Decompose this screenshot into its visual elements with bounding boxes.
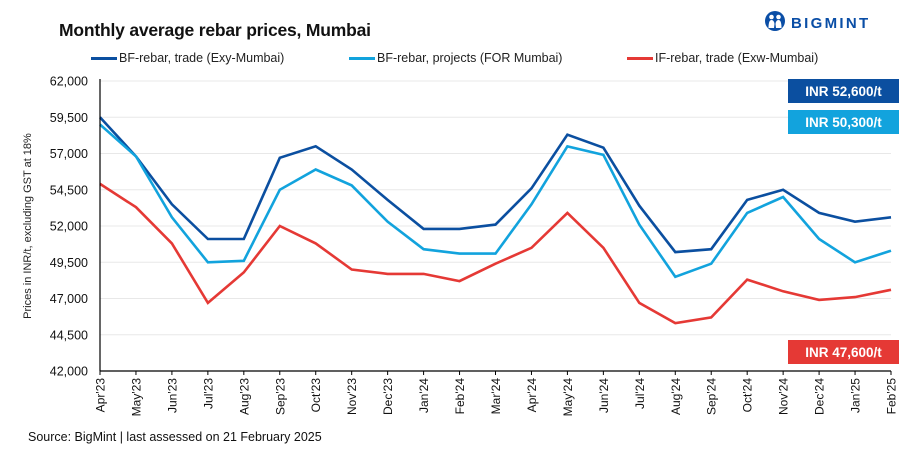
x-tick-label: Mar'24 bbox=[489, 378, 503, 415]
y-axis-label: Prices in INR/t, excluding GST at 18% bbox=[22, 133, 34, 319]
y-tick-label: 42,000 bbox=[50, 365, 88, 379]
bigmint-people-icon bbox=[764, 10, 786, 37]
legend-item-bf-trade: BF-rebar, trade (Exy-Mumbai) bbox=[91, 51, 284, 65]
x-tick-label: Jun'24 bbox=[597, 378, 611, 413]
x-tick-label: May'24 bbox=[561, 378, 575, 417]
series-line-0 bbox=[99, 116, 892, 254]
y-tick-label: 44,500 bbox=[50, 328, 88, 342]
y-tick-label: 59,500 bbox=[50, 111, 88, 125]
x-tick-label: Sep'23 bbox=[273, 378, 287, 415]
x-tick-label: May'23 bbox=[129, 378, 143, 417]
x-tick-label: Jul'24 bbox=[633, 378, 647, 409]
bigmint-logo: BIGMINT bbox=[764, 10, 870, 37]
legend-item-if-trade: IF-rebar, trade (Exw-Mumbai) bbox=[627, 51, 818, 65]
legend-label: BF-rebar, projects (FOR Mumbai) bbox=[377, 51, 563, 65]
series-line-1 bbox=[99, 123, 892, 279]
legend-swatch bbox=[91, 56, 117, 60]
x-tick-label: Apr'23 bbox=[94, 378, 108, 413]
legend-swatch bbox=[349, 56, 375, 60]
legend-item-bf-projects: BF-rebar, projects (FOR Mumbai) bbox=[349, 51, 562, 65]
source-note: Source: BigMint | last assessed on 21 Fe… bbox=[28, 430, 322, 444]
x-tick-label: Dec'23 bbox=[381, 378, 395, 415]
legend-label: BF-rebar, trade (Exy-Mumbai) bbox=[119, 51, 285, 65]
x-axis-ticks: Apr'23 May'23 Jun'23 Jul'23 Aug'23 Sep'23 Oct'… bbox=[94, 371, 899, 416]
y-tick-label: 62,000 bbox=[50, 75, 88, 89]
chart-legend: BF-rebar, trade (Exy-Mumbai) BF-rebar, p… bbox=[0, 51, 907, 69]
y-tick-label: 47,000 bbox=[50, 292, 88, 306]
latest-price-badge-if-trade: INR 47,600/t bbox=[788, 340, 899, 364]
x-tick-label: Nov'23 bbox=[345, 378, 359, 415]
gridlines bbox=[100, 80, 891, 336]
x-tick-label: Jan'24 bbox=[417, 378, 431, 413]
legend-label: IF-rebar, trade (Exw-Mumbai) bbox=[655, 51, 819, 65]
x-tick-label: Jan'25 bbox=[849, 378, 863, 413]
x-tick-label: Feb'25 bbox=[885, 378, 899, 415]
x-tick-label: Sep'24 bbox=[705, 378, 719, 415]
y-tick-label: 52,000 bbox=[50, 220, 88, 234]
x-tick-label: Aug'24 bbox=[669, 378, 683, 415]
y-tick-label: 49,500 bbox=[50, 256, 88, 270]
x-tick-label: Feb'24 bbox=[453, 378, 467, 415]
latest-price-badge-bf-trade: INR 52,600/t bbox=[788, 79, 899, 103]
x-tick-label: Nov'24 bbox=[777, 378, 791, 415]
x-tick-label: Oct'23 bbox=[309, 378, 323, 413]
y-tick-label: 57,000 bbox=[50, 147, 88, 161]
y-tick-label: 54,500 bbox=[50, 183, 88, 197]
y-axis-ticks: 42,000 44,500 47,000 49,500 52,000 54,500 57,0… bbox=[50, 75, 88, 379]
x-tick-label: Aug'23 bbox=[237, 378, 251, 415]
latest-price-badge-bf-projects: INR 50,300/t bbox=[788, 110, 899, 134]
x-tick-label: Jul'23 bbox=[201, 378, 215, 409]
legend-swatch bbox=[627, 56, 653, 60]
x-tick-label: Dec'24 bbox=[813, 378, 827, 415]
x-tick-label: Oct'24 bbox=[741, 378, 755, 413]
x-tick-label: Jun'23 bbox=[165, 378, 179, 413]
chart-title: Monthly average rebar prices, Mumbai bbox=[59, 20, 371, 40]
x-tick-label: Apr'24 bbox=[525, 378, 539, 413]
series-lines bbox=[99, 116, 892, 325]
logo-text: BIGMINT bbox=[791, 15, 871, 32]
